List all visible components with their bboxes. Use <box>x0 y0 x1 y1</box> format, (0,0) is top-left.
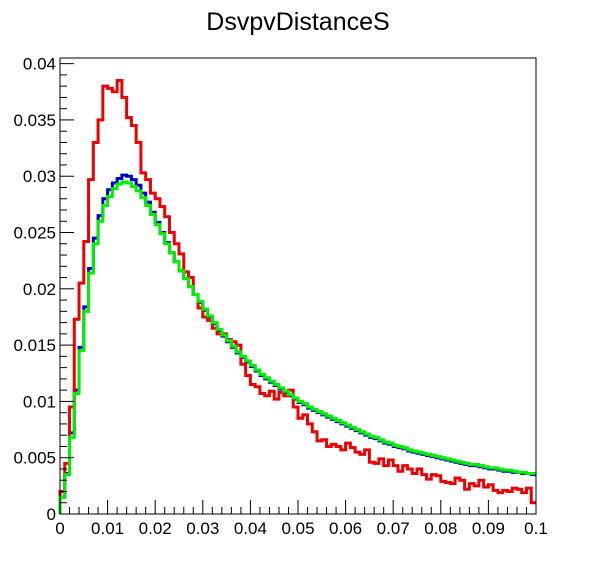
y-tick-label: 0.02 <box>23 280 56 299</box>
x-tick-label: 0.1 <box>524 519 548 538</box>
x-tick-label: 0 <box>55 519 64 538</box>
y-tick-label: 0.03 <box>23 167 56 186</box>
y-tick-label: 0.015 <box>13 336 56 355</box>
y-tick-label: 0.01 <box>23 392 56 411</box>
y-axis: 0 0.005 0.01 0.015 0.02 0.025 0.03 0.035 0.04 <box>13 55 74 524</box>
y-tick-label: 0.04 <box>23 55 56 74</box>
series-line-3 <box>58 180 536 514</box>
x-tick-label: 0.01 <box>91 519 124 538</box>
x-tick-label: 0.04 <box>234 519 267 538</box>
chart-title: DsvpvDistanceS <box>206 8 389 36</box>
y-tick-label: 0.035 <box>13 111 56 130</box>
plot-series <box>58 79 536 514</box>
y-tick-label: 0.025 <box>13 224 56 243</box>
x-tick-label: 0.08 <box>424 519 457 538</box>
series-line-2 <box>58 79 536 514</box>
x-tick-label: 0.06 <box>329 519 362 538</box>
y-tick-label: 0.005 <box>13 449 56 468</box>
x-tick-label: 0.09 <box>472 519 505 538</box>
x-tick-label: 0.07 <box>377 519 410 538</box>
x-axis: 0 0.01 0.02 0.03 0.04 0.05 0.06 0.07 0.08 0.09 0.1 <box>55 500 548 538</box>
x-tick-label: 0.05 <box>281 519 314 538</box>
x-tick-label: 0.03 <box>186 519 219 538</box>
y-tick-label: 0 <box>47 505 56 524</box>
x-tick-label: 0.02 <box>139 519 172 538</box>
